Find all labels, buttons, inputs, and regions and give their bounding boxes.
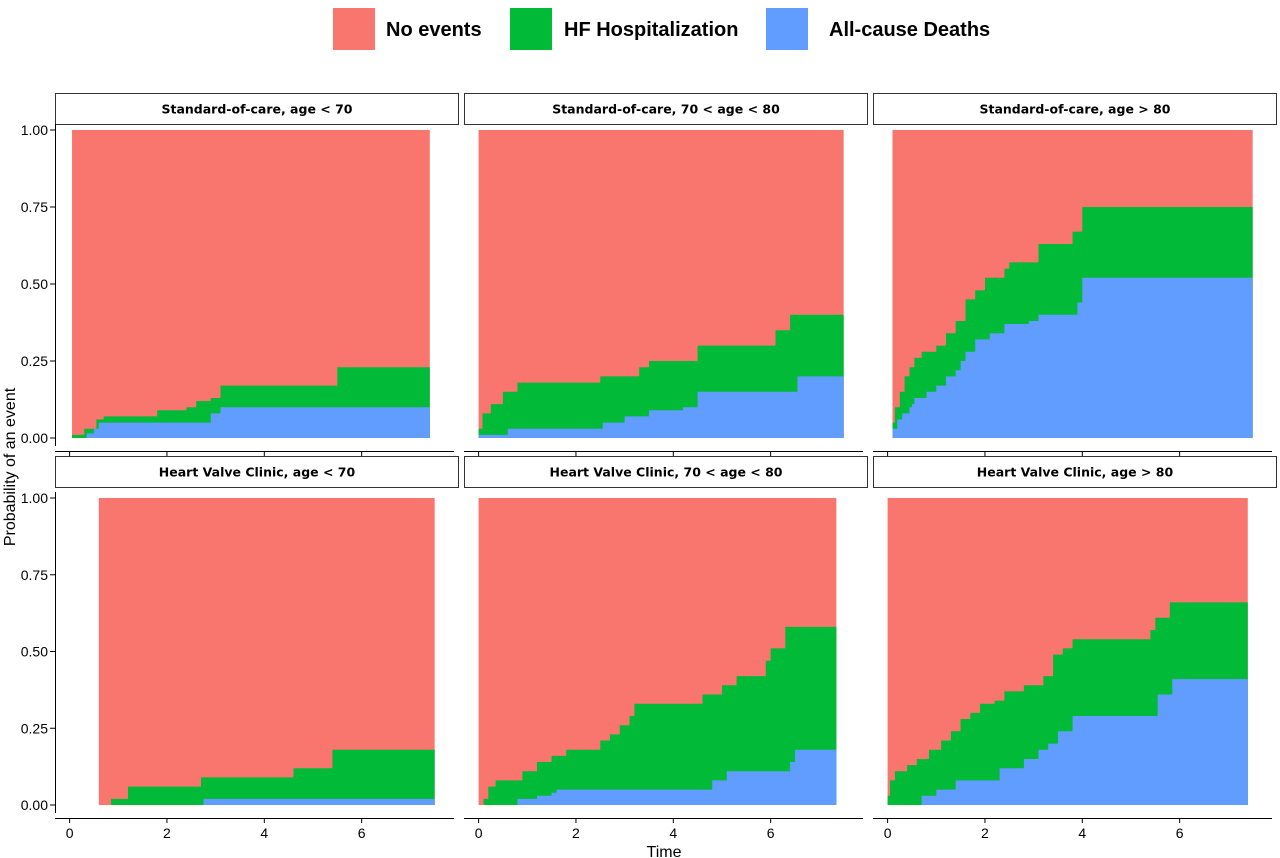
facet-panel: Standard-of-care, age < 70 0.00 0.25 0.50 0.…: [21, 93, 459, 456]
x-tick-label: 4: [260, 825, 268, 841]
facet-panel: Standard-of-care, age > 80: [873, 93, 1277, 456]
facet-title: Heart Valve Clinic, 70 < age < 80: [550, 465, 783, 480]
y-tick-label: 0.25: [21, 353, 48, 369]
facet-strip: [464, 456, 868, 488]
facet-panels: Standard-of-care, age < 70 0.00 0.25 0.50 0.…: [21, 93, 1277, 841]
area-all-cause-deaths: [72, 407, 430, 438]
x-tick-label: 2: [163, 825, 171, 841]
facet-strip: [873, 456, 1277, 488]
x-tick-label: 4: [1078, 825, 1086, 841]
x-tick-label: 0: [884, 825, 892, 841]
x-tick-label: 2: [572, 825, 580, 841]
y-tick-label: 0.00: [21, 430, 48, 446]
y-tick-label: 0.50: [21, 644, 48, 660]
x-tick-label: 0: [66, 825, 74, 841]
area-hf-hospitalization: [98, 749, 435, 805]
facet-strip: [873, 93, 1277, 125]
x-tick-label: 6: [767, 825, 775, 841]
x-tick-label: 0: [475, 825, 483, 841]
area-all-cause-deaths: [98, 798, 435, 805]
legend-label-no-events: No events: [386, 19, 482, 41]
facet-strip: [55, 456, 459, 488]
x-tick-label: 6: [1176, 825, 1184, 841]
legend-label-all-cause-deaths: All-cause Deaths: [829, 19, 990, 41]
legend-swatch-all-cause-deaths: [766, 8, 808, 50]
area-all-cause-deaths: [892, 277, 1253, 438]
area-all-cause-deaths: [478, 376, 844, 438]
y-tick-label: 1.00: [21, 122, 48, 138]
facet-title: Heart Valve Clinic, age > 80: [977, 465, 1174, 480]
y-tick-label: 0.25: [21, 720, 48, 736]
facet-panel: Heart Valve Clinic, age > 80 0 2 4 6: [873, 456, 1277, 841]
facet-panel: Heart Valve Clinic, 70 < age < 80 0 2 4 6: [464, 456, 868, 841]
y-tick-label: 0.00: [21, 797, 48, 813]
x-tick-label: 6: [358, 825, 366, 841]
chart-legend: No events HF Hospitalization All-cause D…: [333, 8, 990, 50]
area-all-cause-deaths: [478, 749, 837, 805]
facet-strip: [464, 93, 868, 125]
y-tick-label: 0.50: [21, 276, 48, 292]
x-tick-label: 4: [669, 825, 677, 841]
y-tick-label: 0.75: [21, 567, 48, 583]
facet-panel: Standard-of-care, 70 < age < 80: [464, 93, 868, 456]
facet-title: Standard-of-care, age < 70: [161, 102, 352, 117]
area-hf-hospitalization: [478, 626, 837, 805]
y-tick-label: 1.00: [21, 490, 48, 506]
facet-title: Heart Valve Clinic, age < 70: [159, 465, 356, 480]
legend-swatch-hf-hospitalization: [510, 8, 552, 50]
facet-title: Standard-of-care, age > 80: [979, 102, 1170, 117]
facet-panel: Heart Valve Clinic, age < 70 0.00 0.25 0.50…: [21, 456, 459, 841]
legend-label-hf-hospitalization: HF Hospitalization: [564, 19, 738, 41]
legend-swatch-no-events: [333, 8, 375, 50]
x-tick-label: 2: [981, 825, 989, 841]
area-all-cause-deaths: [887, 679, 1248, 805]
facet-strip: [55, 93, 459, 125]
y-tick-label: 0.75: [21, 199, 48, 215]
x-axis-title: Time: [647, 844, 682, 858]
facet-title: Standard-of-care, 70 < age < 80: [552, 102, 780, 117]
y-axis-title: Probability of an event: [2, 387, 19, 546]
